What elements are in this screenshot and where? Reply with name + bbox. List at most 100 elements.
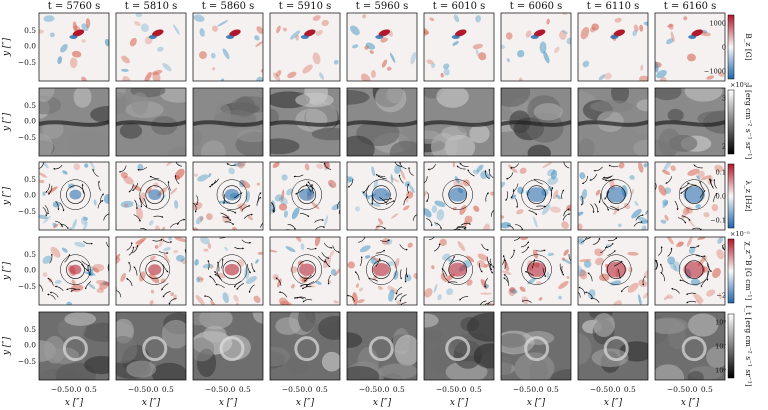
x-tick-label: 0.0	[377, 385, 389, 394]
y-tick-label: −0.5	[18, 58, 36, 67]
panel-frame	[346, 12, 418, 82]
x-tick-label: −0.5	[128, 385, 146, 394]
panel-chi	[423, 236, 495, 306]
time-label: t = 6010 s	[433, 1, 486, 12]
x-tick-label: −0.5	[590, 385, 608, 394]
panel-integrated	[346, 311, 418, 381]
colorbar-tick-label: 10⁷	[715, 343, 726, 351]
panel-frame	[577, 87, 649, 157]
y-tick-label: 0.0	[24, 42, 36, 51]
y-tick-label: −0.5	[18, 133, 36, 142]
panel-frame	[577, 12, 649, 82]
y-axis-label: y [″]	[2, 261, 12, 281]
x-axis-label: x [″]	[65, 398, 84, 408]
panel-integrated	[500, 311, 572, 381]
panel-bz	[654, 12, 726, 82]
panel-intensity	[269, 87, 341, 157]
panel-intensity	[500, 87, 572, 157]
panel-lambda	[500, 161, 572, 231]
y-tick-label: −0.5	[18, 282, 36, 291]
panel-chi	[38, 236, 110, 306]
panel-frame	[423, 236, 495, 306]
panel-frame	[500, 236, 572, 306]
x-tick-label: 0.0	[608, 385, 620, 394]
panel-frame	[38, 12, 110, 82]
time-label: t = 6060 s	[510, 1, 563, 12]
panel-bz	[423, 12, 495, 82]
panel-intensity	[346, 87, 418, 157]
panel-integrated	[115, 311, 187, 381]
time-label: t = 5910 s	[279, 1, 332, 12]
panel-lambda	[423, 161, 495, 231]
panel-chi	[654, 236, 726, 306]
panel-frame	[192, 161, 264, 231]
y-tick-label: 0.5	[24, 250, 36, 259]
x-tick-label: 0.5	[239, 385, 251, 394]
panel-frame	[269, 311, 341, 381]
x-tick-label: 0.5	[470, 385, 482, 394]
x-tick-label: 0.0	[146, 385, 158, 394]
panel-chi	[269, 236, 341, 306]
panel-intensity	[192, 87, 264, 157]
panel-frame	[654, 161, 726, 231]
time-label: t = 5860 s	[202, 1, 255, 12]
panel-frame	[192, 311, 264, 381]
x-axis-label: x [″]	[450, 398, 469, 408]
y-tick-label: 0.5	[24, 175, 36, 184]
x-axis-label: x [″]	[681, 398, 700, 408]
panel-frame	[346, 87, 418, 157]
panel-frame	[38, 87, 110, 157]
x-tick-label: −0.5	[282, 385, 300, 394]
x-tick-label: 0.0	[300, 385, 312, 394]
panel-frame	[269, 236, 341, 306]
time-label: t = 5960 s	[356, 1, 409, 12]
panel-frame	[269, 161, 341, 231]
panel-bz	[192, 12, 264, 82]
panel-frame	[346, 161, 418, 231]
x-tick-label: 0.5	[162, 385, 174, 394]
panel-chi	[500, 236, 572, 306]
panel-chi	[577, 236, 649, 306]
x-tick-label: −0.5	[667, 385, 685, 394]
colorbar-tick-label: 1000	[709, 20, 726, 28]
colorbar-tick-label: 0	[722, 44, 726, 52]
panel-frame	[346, 311, 418, 381]
panel-lambda	[115, 161, 187, 231]
panel-lambda	[654, 161, 726, 231]
panel-bz	[38, 12, 110, 82]
panel-frame	[423, 311, 495, 381]
panel-frame	[115, 161, 187, 231]
panel-frame	[577, 236, 649, 306]
panel-frame	[269, 87, 341, 157]
x-axis-label: x [″]	[604, 398, 623, 408]
colorbar-tick-label: −2	[716, 292, 726, 300]
colorbar-tick-label: 10⁸	[715, 319, 726, 327]
panel-lambda	[38, 161, 110, 231]
panel-frame	[38, 236, 110, 306]
y-axis-label: y [″]	[2, 336, 12, 356]
panel-intensity	[115, 87, 187, 157]
colorbar-label: χ_z^B [G cm⁻¹]	[744, 242, 753, 301]
x-tick-label: −0.5	[513, 385, 531, 394]
panel-integrated	[192, 311, 264, 381]
panel-integrated	[269, 311, 341, 381]
panel-chi	[115, 236, 187, 306]
colorbar-bz	[727, 14, 735, 80]
x-tick-label: 0.0	[223, 385, 235, 394]
y-tick-label: 0.5	[24, 325, 36, 334]
x-tick-label: 0.0	[531, 385, 543, 394]
panel-frame	[192, 87, 264, 157]
panel-bz	[500, 12, 572, 82]
x-tick-label: −0.5	[359, 385, 377, 394]
panel-frame	[654, 12, 726, 82]
x-tick-label: 0.5	[547, 385, 559, 394]
colorbar-tick-label: 0.0	[716, 193, 726, 201]
colorbar-tick-label: 0	[722, 244, 726, 252]
y-axis-label: y [″]	[2, 37, 12, 57]
x-tick-label: 0.5	[393, 385, 405, 394]
panel-integrated	[654, 311, 726, 381]
time-label: t = 6110 s	[587, 1, 640, 12]
panel-intensity	[577, 87, 649, 157]
y-tick-label: 0.0	[24, 341, 36, 350]
panel-frame	[115, 311, 187, 381]
